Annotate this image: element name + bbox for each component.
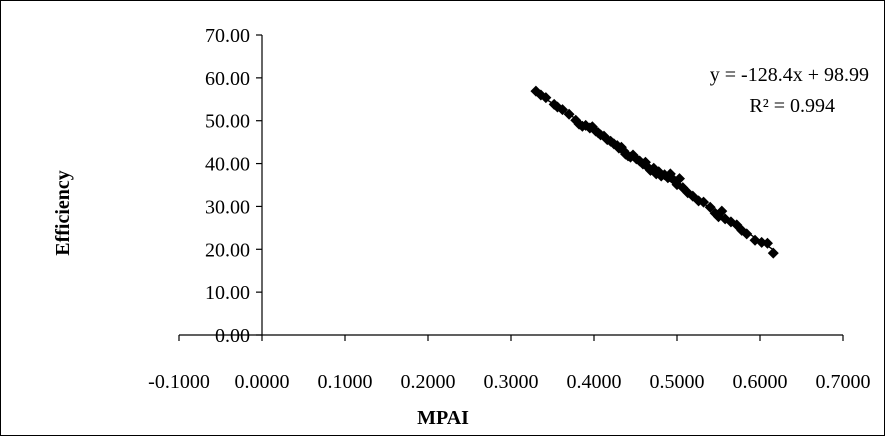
data-point <box>540 92 552 104</box>
tick-labels: -0.1000 0.0000 0.1000 0.2000 0.3000 0.4000 0.5… <box>148 25 870 393</box>
x-tick-label: 0.3000 <box>484 371 539 393</box>
x-tick-label: 0.4000 <box>567 371 622 393</box>
y-tick-label: 70.00 <box>205 25 250 47</box>
data-point <box>673 173 685 185</box>
data-point <box>698 196 710 208</box>
x-tick-label: 0.1000 <box>318 371 373 393</box>
x-tick-label: -0.1000 <box>148 371 210 393</box>
trendline-r-squared: R² = 0.994 <box>749 95 835 117</box>
x-tick-label: 0.2000 <box>401 371 456 393</box>
y-tick-label: 10.00 <box>205 282 250 304</box>
data-point <box>716 205 728 217</box>
data-point <box>556 104 568 116</box>
data-points <box>530 85 779 259</box>
x-tick-label: 0.0000 <box>235 371 290 393</box>
y-axis-title: Efficiency <box>52 170 74 256</box>
y-tick-label: 20.00 <box>205 239 250 261</box>
y-tick-label: 40.00 <box>205 154 250 176</box>
data-point <box>767 247 779 259</box>
y-tick-label: 30.00 <box>205 196 250 218</box>
x-axis-title: MPAI <box>417 407 469 429</box>
y-tick-label: 0.00 <box>215 325 250 347</box>
axes <box>178 34 844 341</box>
y-tick-label: 60.00 <box>205 68 250 90</box>
x-tick-label: 0.6000 <box>733 371 788 393</box>
y-tick-label: 50.00 <box>205 111 250 133</box>
data-point <box>563 108 575 120</box>
data-point <box>761 237 773 249</box>
trendline-equation: y = -128.4x + 98.99 <box>710 64 869 86</box>
x-tick-label: 0.7000 <box>816 371 871 393</box>
x-tick-label: 0.5000 <box>650 371 705 393</box>
data-point <box>741 228 753 240</box>
